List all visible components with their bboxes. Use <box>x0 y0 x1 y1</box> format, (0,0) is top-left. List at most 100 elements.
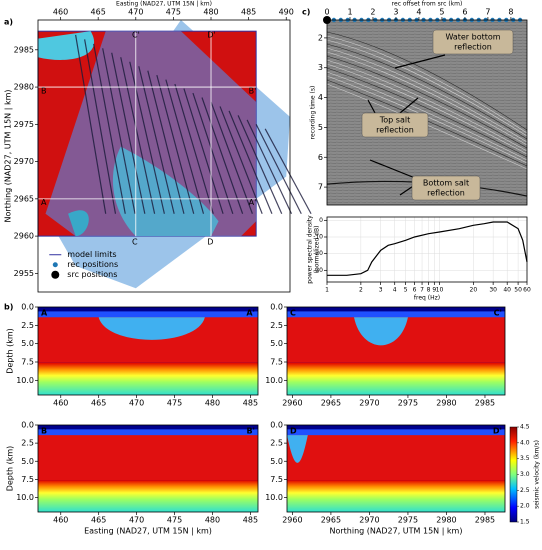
annotation-box <box>361 112 429 138</box>
y-tick-label: 5.0 <box>270 457 283 466</box>
x-tick-label: 0 <box>324 8 329 17</box>
annotation-arrow <box>369 159 421 181</box>
section-corner: D' <box>493 427 502 436</box>
x-tick-label: 470 <box>128 8 143 17</box>
x-tick-label: 470 <box>129 516 144 525</box>
legend-label: rec positions <box>67 260 118 269</box>
reflection <box>326 43 528 140</box>
annotation-text: Water bottom <box>445 33 500 42</box>
x-tick-label: 20 <box>470 287 478 294</box>
axis-label: Easting (NAD27, UTM 15N | km) <box>116 1 212 8</box>
x-tick-label: 480 <box>205 399 220 408</box>
annotation-arrow <box>367 99 376 114</box>
shot-line <box>183 88 224 214</box>
legend-label: model limits <box>67 250 116 259</box>
y-tick-label: 7 <box>318 183 323 192</box>
x-tick-label: 485 <box>241 8 256 17</box>
shot-line <box>174 83 214 214</box>
x-tick-label: 2970 <box>359 399 379 408</box>
axis-label: Depth (km) <box>6 328 15 374</box>
x-tick-label: 50 <box>514 287 522 294</box>
x-tick-label: 4 <box>416 8 421 17</box>
x-tick-label: 475 <box>167 516 182 525</box>
panel-label: b) <box>4 303 13 312</box>
shot-line <box>210 101 253 214</box>
velocity-sediment <box>38 480 258 512</box>
section-marker: A' <box>249 198 257 207</box>
velocity-sediment <box>38 362 258 395</box>
x-tick-label: 8 <box>508 8 513 17</box>
y-tick-label: 0.0 <box>21 303 34 312</box>
annotation-text: reflection <box>376 126 414 135</box>
section-corner: B <box>41 427 47 436</box>
y-tick-label: 2985 <box>14 45 34 54</box>
section-corner: B' <box>246 427 255 436</box>
x-tick-label: 470 <box>129 399 144 408</box>
reflection <box>326 59 528 152</box>
shot-line <box>138 66 175 214</box>
annotation-text: reflection <box>454 43 492 52</box>
x-tick-label: 2965 <box>321 399 341 408</box>
y-tick-label: 7.5 <box>21 358 34 367</box>
y-tick-label: -30 <box>313 267 323 274</box>
survey-overlay <box>45 31 257 237</box>
axis-label: (normalized dB) <box>314 226 321 274</box>
spectrum-line <box>327 221 528 276</box>
velocity-sediment <box>287 480 505 512</box>
x-tick-label: 475 <box>167 399 182 408</box>
y-tick-label: 2960 <box>14 232 34 241</box>
salt-body <box>38 31 95 60</box>
reflection <box>326 31 528 131</box>
plot-frame <box>37 19 291 293</box>
x-tick-label: 2980 <box>436 516 456 525</box>
x-tick-label: 2985 <box>475 399 495 408</box>
axis-label: seismic velocity (km/s) <box>534 440 541 509</box>
x-tick-label: 475 <box>166 8 181 17</box>
y-tick-label: 2.5 <box>21 321 34 330</box>
x-tick-label: 465 <box>91 8 106 17</box>
x-tick-label: 5 <box>404 287 408 294</box>
x-tick-label: 8 <box>427 287 431 294</box>
shot-line <box>246 119 293 215</box>
x-tick-label: 2 <box>359 287 363 294</box>
y-tick-label: 2970 <box>14 157 34 166</box>
reflection <box>326 35 528 134</box>
y-tick-label: 7.5 <box>270 475 283 484</box>
x-tick-label: 465 <box>91 399 106 408</box>
x-tick-label: 6 <box>462 8 467 17</box>
x-tick-label: 1 <box>325 287 329 294</box>
annotation-box <box>432 29 514 55</box>
salt-body <box>68 210 89 237</box>
y-tick-label: 6 <box>318 153 323 162</box>
velocity-sediment <box>287 362 505 395</box>
x-tick-label: 1 <box>347 8 352 17</box>
x-tick-label: 485 <box>243 516 258 525</box>
axis-label: rec offset from src (km) <box>392 1 463 8</box>
x-tick-label: 3 <box>379 287 383 294</box>
plot-frame <box>326 216 528 283</box>
y-tick-label: 10.0 <box>265 376 283 385</box>
axis-label: Northing (NAD27, UTM 15N | km) <box>4 90 13 223</box>
x-tick-label: 460 <box>53 399 68 408</box>
axis-label: Depth (km) <box>6 446 15 492</box>
colorbar <box>509 426 518 523</box>
y-tick-label: 5.0 <box>270 339 283 348</box>
annotation-arrow <box>394 54 446 69</box>
y-tick-label: 10.0 <box>16 493 34 502</box>
reflection <box>326 71 528 161</box>
y-tick-label: 5 <box>318 123 323 132</box>
shot-line <box>201 97 244 214</box>
axis-label: Easting (NAD27, UTM 15N | km) <box>84 527 212 536</box>
plot-frame <box>326 19 528 206</box>
y-tick-label: 2980 <box>14 83 34 92</box>
y-tick-label: 0.0 <box>270 421 283 430</box>
y-tick-label: 3 <box>318 63 323 72</box>
x-tick-label: 2980 <box>436 399 456 408</box>
section-corner: D <box>290 427 297 436</box>
shot-line <box>147 70 185 214</box>
section-corner: A' <box>246 309 255 318</box>
shot-line <box>84 39 117 214</box>
reflection <box>326 39 528 137</box>
axis-label: power spectral density <box>307 215 314 284</box>
x-tick-label: 2975 <box>398 516 418 525</box>
